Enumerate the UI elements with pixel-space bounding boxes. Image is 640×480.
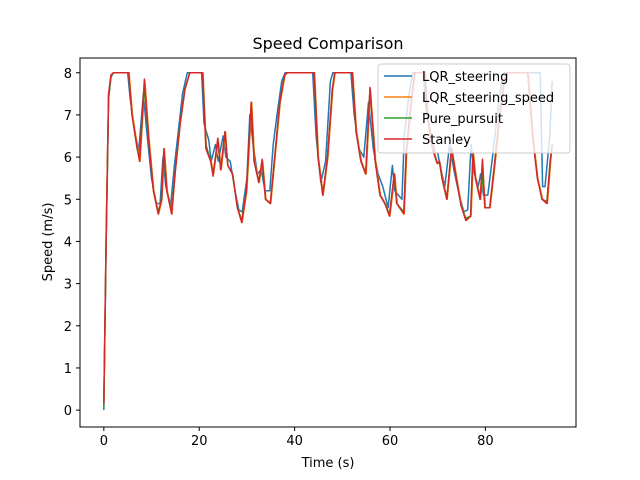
x-tick-label: 0 [100, 434, 108, 449]
series-line-stanley [103, 72, 553, 404]
y-tick-label: 8 [64, 67, 72, 82]
legend-frame [377, 63, 571, 154]
y-tick-label: 0 [64, 404, 72, 419]
y-tick-label: 4 [64, 235, 72, 250]
x-tick-label: 60 [382, 434, 399, 449]
y-tick-label: 6 [64, 151, 72, 166]
series-lines [103, 72, 553, 411]
chart-title: Speed Comparison [252, 34, 403, 53]
y-tick-label: 3 [64, 278, 72, 293]
x-tick-label: 20 [191, 434, 208, 449]
legend-label: Stanley [422, 133, 471, 148]
y-axis-label: Speed (m/s) [41, 203, 56, 282]
y-tick-label: 2 [64, 320, 72, 335]
y-tick-label: 5 [64, 193, 72, 208]
x-tick-label: 80 [477, 434, 494, 449]
x-axis: 0 20 40 60 80 [100, 427, 494, 449]
x-axis-label: Time (s) [301, 456, 355, 471]
y-tick-label: 7 [64, 109, 72, 124]
y-tick-label: 1 [64, 362, 72, 377]
legend: LQR_steering LQR_steering_speed Pure_pursu… [377, 63, 571, 154]
legend-label: LQR_steering [422, 70, 508, 85]
y-axis: 0 1 2 3 4 5 6 7 8 [64, 67, 80, 419]
legend-label: LQR_steering_speed [422, 91, 554, 106]
x-tick-label: 40 [286, 434, 303, 449]
plot-area-frame [79, 57, 577, 428]
legend-label: Pure_pursuit [422, 112, 503, 127]
